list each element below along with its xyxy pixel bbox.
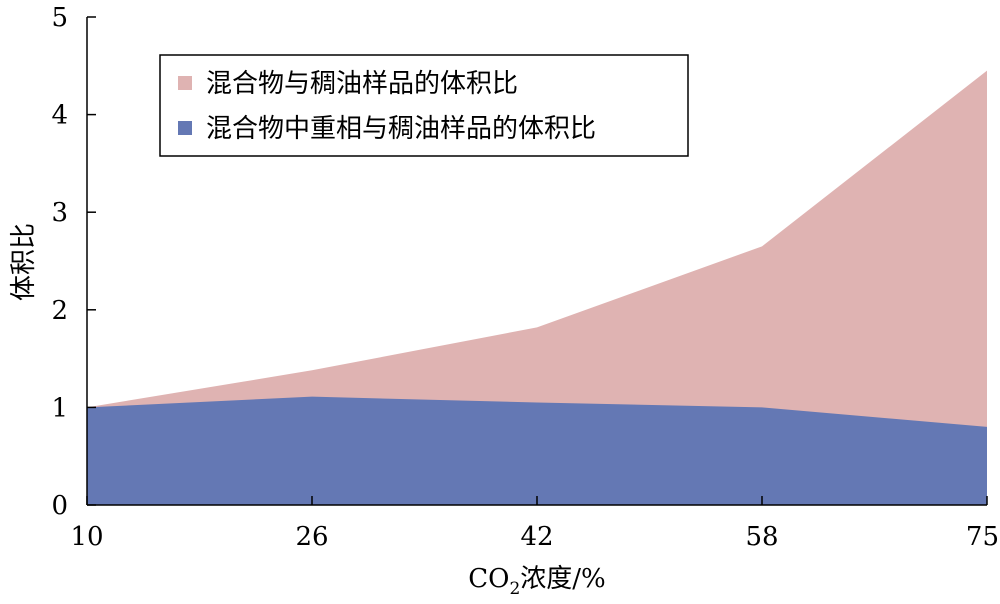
x-tick-label: 58 [745,522,778,552]
y-tick-label: 4 [51,101,68,131]
legend-label-total: 混合物与稠油样品的体积比 [206,69,518,99]
x-tick-labels: 10 26 42 58 75 [70,522,999,552]
y-tick-label: 5 [51,3,68,33]
y-tick-label: 3 [51,198,68,228]
y-axis-title: 体积比 [9,223,39,301]
x-tick-label: 10 [70,522,103,552]
y-tick-label: 0 [51,491,68,521]
legend-label-heavy: 混合物中重相与稠油样品的体积比 [206,114,596,144]
x-tick-label: 26 [295,522,328,552]
area-series-2 [87,396,987,505]
x-axis-title: CO2浓度/% [468,564,606,599]
legend-swatch-heavy [178,121,192,135]
legend-box [159,54,689,157]
legend-swatch-total [178,76,192,90]
x-tick-label: 75 [966,522,999,552]
y-tick-labels: 0 1 2 3 4 5 [51,3,68,521]
y-tick-label: 2 [51,296,68,326]
area-series-1 [87,70,987,506]
legend: 混合物与稠油样品的体积比 混合物中重相与稠油样品的体积比 [159,54,689,157]
x-axis-title-prefix: CO [468,564,509,594]
x-axis-title-suffix: 浓度/% [520,564,605,594]
x-tick-label: 42 [520,522,553,552]
plot-areas [87,70,987,506]
axes [86,16,988,506]
x-axis-title-subscript: 2 [509,579,520,599]
y-tick-label: 1 [51,393,68,423]
